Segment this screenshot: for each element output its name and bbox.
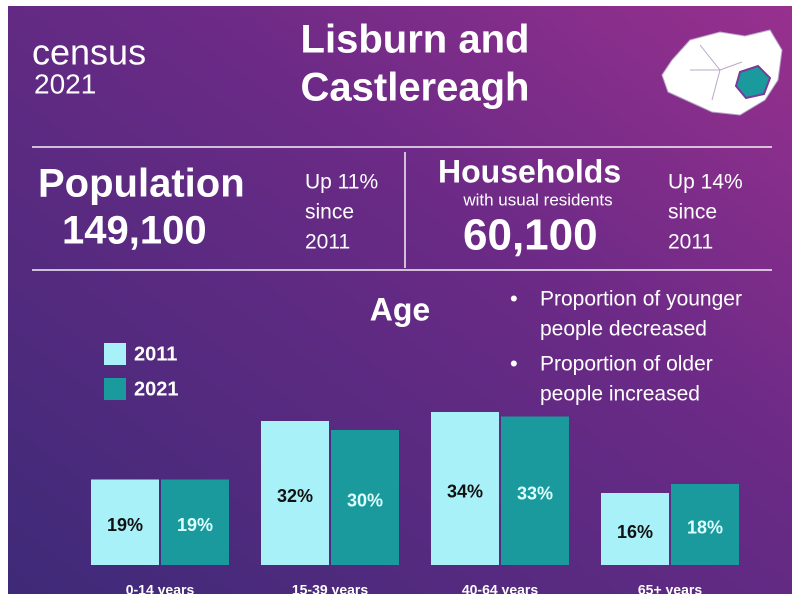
bullet: • bbox=[510, 351, 518, 376]
value-label: 18% bbox=[687, 517, 723, 537]
legend-label: 2011 bbox=[134, 343, 177, 365]
value-label: 34% bbox=[447, 481, 483, 501]
logo-year: 2021 bbox=[34, 68, 96, 99]
title: Lisburn and bbox=[301, 18, 530, 62]
bullet-text: Proportion of younger bbox=[540, 288, 742, 311]
households-change: 2011 bbox=[668, 231, 713, 254]
households-value: 60,100 bbox=[463, 211, 598, 260]
title: Castlereagh bbox=[301, 66, 530, 110]
bullet: • bbox=[510, 286, 518, 311]
population-value: 149,100 bbox=[62, 209, 207, 253]
value-label: 19% bbox=[177, 515, 213, 535]
bar bbox=[671, 484, 739, 565]
legend-swatch bbox=[104, 343, 126, 365]
x-tick-label: 40-64 years bbox=[462, 582, 539, 598]
x-tick-label: 0-14 years bbox=[126, 582, 195, 598]
population-change: since bbox=[305, 201, 354, 224]
value-label: 19% bbox=[107, 515, 143, 535]
bar bbox=[331, 430, 399, 565]
bullet-text: people decreased bbox=[540, 318, 707, 341]
bar bbox=[431, 412, 499, 565]
bullet-text: people increased bbox=[540, 383, 700, 406]
x-tick-label: 65+ years bbox=[638, 582, 702, 598]
value-label: 32% bbox=[277, 486, 313, 506]
value-label: 30% bbox=[347, 490, 383, 510]
households-label: Households bbox=[438, 153, 621, 189]
bar bbox=[261, 421, 329, 565]
bar bbox=[601, 493, 669, 565]
logo: census bbox=[32, 32, 146, 73]
legend-label: 2021 bbox=[134, 378, 179, 400]
population-label: Population bbox=[38, 162, 245, 206]
households-change: since bbox=[668, 201, 717, 224]
bullet-text: Proportion of older bbox=[540, 353, 713, 376]
bar bbox=[161, 479, 229, 565]
value-label: 33% bbox=[517, 484, 553, 504]
chart-title: Age bbox=[370, 291, 430, 327]
bar bbox=[501, 416, 569, 565]
bar bbox=[91, 479, 159, 565]
population-change: 2011 bbox=[305, 231, 350, 254]
population-change: Up 11% bbox=[305, 171, 378, 194]
households-sublabel: with usual residents bbox=[462, 190, 612, 209]
households-change: Up 14% bbox=[668, 171, 743, 194]
legend-swatch bbox=[104, 378, 126, 400]
map bbox=[661, 29, 783, 116]
value-label: 16% bbox=[617, 522, 653, 542]
x-tick-label: 15-39 years bbox=[292, 582, 369, 598]
